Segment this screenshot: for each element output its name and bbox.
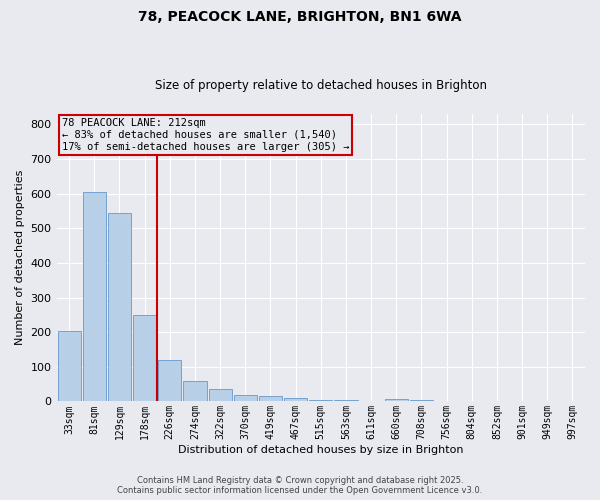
Y-axis label: Number of detached properties: Number of detached properties	[15, 170, 25, 346]
Bar	[385, 398, 408, 402]
Bar	[108, 212, 131, 402]
Bar	[359, 400, 383, 402]
Bar	[284, 398, 307, 402]
Text: Contains HM Land Registry data © Crown copyright and database right 2025.
Contai: Contains HM Land Registry data © Crown c…	[118, 476, 482, 495]
Bar	[133, 315, 156, 402]
Bar	[309, 400, 332, 402]
X-axis label: Distribution of detached houses by size in Brighton: Distribution of detached houses by size …	[178, 445, 464, 455]
Text: 78, PEACOCK LANE, BRIGHTON, BN1 6WA: 78, PEACOCK LANE, BRIGHTON, BN1 6WA	[138, 10, 462, 24]
Bar	[158, 360, 181, 402]
Bar	[83, 192, 106, 402]
Bar	[58, 331, 80, 402]
Bar	[184, 380, 206, 402]
Bar	[259, 396, 282, 402]
Text: 78 PEACOCK LANE: 212sqm
← 83% of detached houses are smaller (1,540)
17% of semi: 78 PEACOCK LANE: 212sqm ← 83% of detache…	[62, 118, 349, 152]
Bar	[234, 395, 257, 402]
Title: Size of property relative to detached houses in Brighton: Size of property relative to detached ho…	[155, 79, 487, 92]
Bar	[334, 400, 358, 402]
Bar	[209, 390, 232, 402]
Bar	[410, 400, 433, 402]
